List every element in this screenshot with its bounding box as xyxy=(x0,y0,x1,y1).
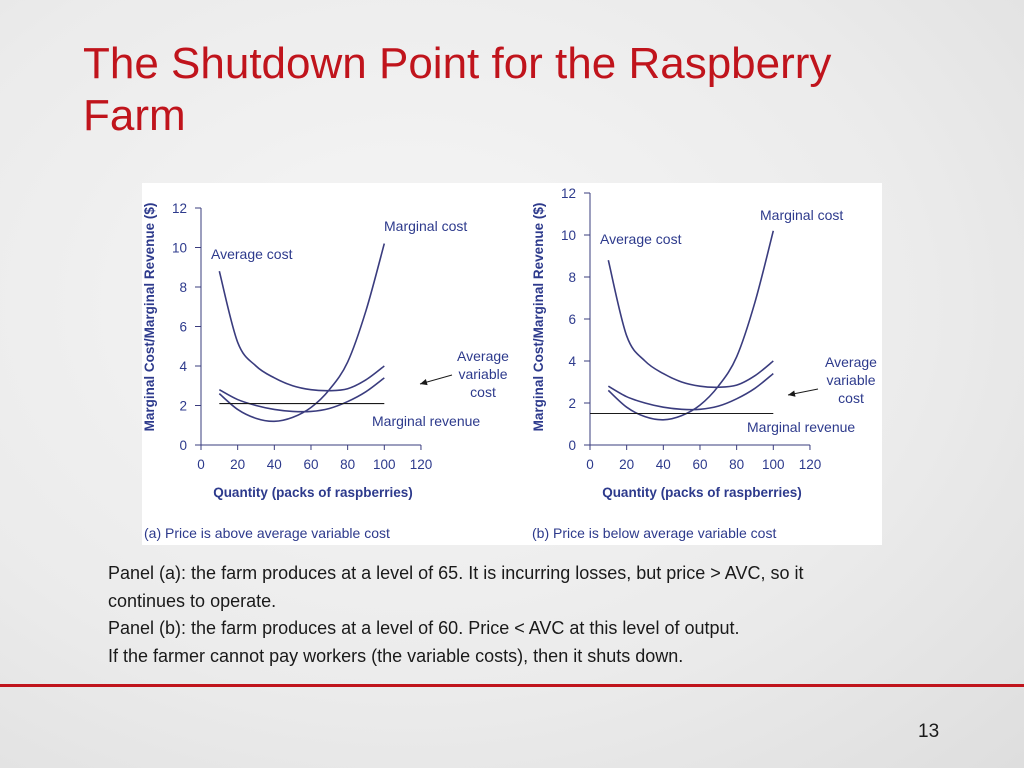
average-variable-cost-label: Average xyxy=(825,354,877,370)
caption-line: continues to operate. xyxy=(108,590,277,611)
average-cost-curve xyxy=(607,260,774,389)
marginal-revenue-label: Marginal revenue xyxy=(747,419,855,435)
average-variable-cost-curve xyxy=(218,377,385,413)
average-variable-cost-label: Average xyxy=(457,348,509,364)
x-tick-label: 60 xyxy=(692,457,707,472)
x-tick-label: 0 xyxy=(586,457,594,472)
divider-line xyxy=(0,684,1024,687)
page-number: 13 xyxy=(918,721,940,742)
x-tick-label: 40 xyxy=(267,457,282,472)
chart-figure: 0 20 40 60 80 100 120 0 2 4 6 8 10 12 Quantity (packs … xyxy=(142,183,882,545)
y-tick-label: 0 xyxy=(179,438,187,453)
x-tick-label: 120 xyxy=(410,457,433,472)
average-variable-cost-label: cost xyxy=(838,390,864,406)
y-tick-label: 12 xyxy=(172,201,187,216)
chart-panel-a: 0 20 40 60 80 100 120 0 2 4 6 8 10 12 Quantity (packs … xyxy=(142,201,509,541)
x-axis-label: Quantity (packs of raspberries) xyxy=(213,485,413,500)
caption-line: If the farmer cannot pay workers (the va… xyxy=(108,645,684,666)
y-axis-label: Marginal Cost/Marginal Revenue ($) xyxy=(142,203,157,432)
caption-line: Panel (a): the farm produces at a level … xyxy=(108,563,804,583)
x-tick-label: 20 xyxy=(230,457,245,472)
y-tick-label: 10 xyxy=(172,241,187,256)
x-tick-label: 80 xyxy=(729,457,744,472)
x-tick-label: 40 xyxy=(656,457,671,472)
y-tick-label: 4 xyxy=(568,354,576,369)
y-tick-label: 10 xyxy=(561,228,576,243)
average-variable-cost-curve xyxy=(607,372,774,411)
marginal-revenue-label: Marginal revenue xyxy=(372,413,480,429)
avc-arrow-head xyxy=(420,379,428,386)
avc-arrow-head xyxy=(788,390,796,397)
y-tick-label: 6 xyxy=(179,320,187,335)
y-tick-label: 2 xyxy=(568,396,576,411)
marginal-cost-curve xyxy=(607,230,775,421)
average-variable-cost-label: cost xyxy=(470,384,496,400)
x-tick-label: 20 xyxy=(619,457,634,472)
panel-caption: (a) Price is above average variable cost xyxy=(144,525,390,541)
y-tick-label: 2 xyxy=(179,399,187,414)
x-tick-label: 60 xyxy=(303,457,318,472)
average-variable-cost-label: variable xyxy=(826,372,875,388)
x-tick-label: 80 xyxy=(340,457,355,472)
average-variable-cost-label: variable xyxy=(458,366,507,382)
marginal-cost-label: Marginal cost xyxy=(760,207,843,223)
average-cost-label: Average cost xyxy=(600,231,682,247)
average-cost-curve xyxy=(218,271,385,392)
slide-title: The Shutdown Point for the Raspberry Far… xyxy=(83,39,832,140)
marginal-cost-curve xyxy=(218,243,386,423)
y-axis-label: Marginal Cost/Marginal Revenue ($) xyxy=(531,203,546,432)
panel-caption: (b) Price is below average variable cost xyxy=(532,525,776,541)
y-tick-label: 6 xyxy=(568,312,576,327)
chart-panel-b: 0 20 40 60 80 100 120 0 2 4 6 8 10 12 Quantity (packs … xyxy=(531,186,877,541)
x-axis-label: Quantity (packs of raspberries) xyxy=(602,485,802,500)
y-tick-label: 12 xyxy=(561,186,576,201)
caption-line: Panel (b): the farm produces at a level … xyxy=(108,618,740,638)
x-tick-label: 0 xyxy=(197,457,205,472)
x-tick-label: 120 xyxy=(799,457,822,472)
x-tick-label: 100 xyxy=(762,457,785,472)
slide-caption: Panel (a): the farm produces at a level … xyxy=(108,560,968,670)
average-cost-label: Average cost xyxy=(211,246,293,262)
marginal-cost-label: Marginal cost xyxy=(384,218,467,234)
y-tick-label: 8 xyxy=(179,280,187,295)
x-tick-label: 100 xyxy=(373,457,396,472)
y-tick-label: 0 xyxy=(568,438,576,453)
y-tick-label: 4 xyxy=(179,359,187,374)
y-tick-label: 8 xyxy=(568,270,576,285)
